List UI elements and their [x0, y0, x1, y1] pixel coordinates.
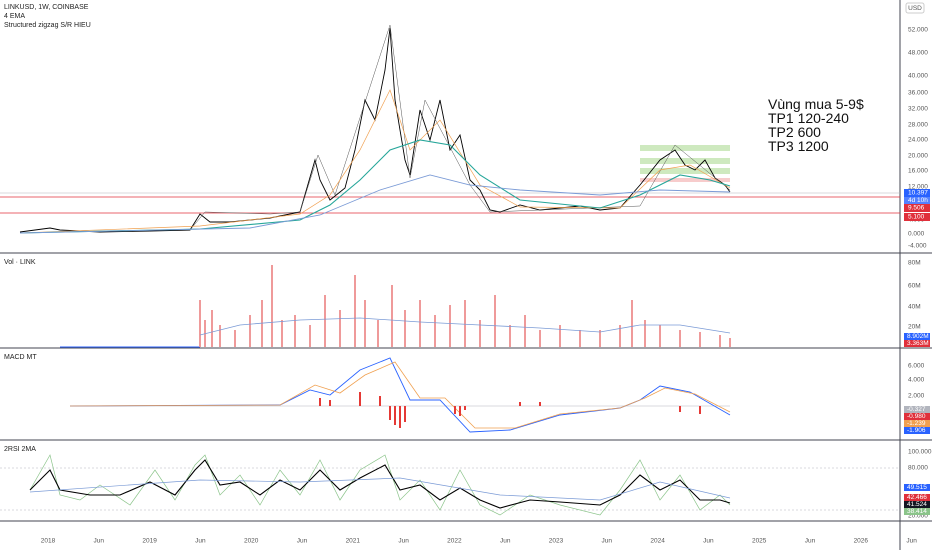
symbol[interactable]: LINKUSD, 1W, COINBASE	[4, 4, 89, 11]
marker: -0.980	[907, 413, 926, 420]
marker-box	[904, 413, 930, 420]
annotation: TP1 120-240	[768, 110, 849, 126]
time-axis: 2018 Jun 2019 Jun 2020 Jun 2021 Jun 2022 Jun 2023 J…	[41, 538, 917, 545]
marker-box	[904, 508, 930, 515]
marker-box	[904, 420, 930, 427]
marker-box	[904, 494, 930, 501]
time-label: Jun	[297, 538, 308, 545]
level: 5.100	[908, 214, 925, 221]
axis-label: 52.000	[908, 27, 928, 34]
annotation: Vùng mua 5-9$	[768, 96, 864, 112]
axis-label: 0.000	[908, 231, 925, 238]
price-axis: 52.000 48.000 40.000 36.000 32.000 28.00…	[904, 27, 930, 250]
time-label: Jun	[703, 538, 714, 545]
marker-box	[904, 204, 930, 212]
axis-label: 20M	[908, 324, 921, 331]
axis-label: 40.000	[908, 73, 928, 80]
time-label: 2019	[142, 538, 157, 545]
marker-box	[904, 197, 930, 204]
marker: 42.466	[907, 494, 927, 501]
last-price: 10.397	[908, 190, 928, 197]
axis-label: 12.000	[908, 184, 928, 191]
marker: -1.906	[907, 427, 926, 434]
axis-label: 100.000	[908, 449, 932, 456]
marker: 41.524	[907, 501, 927, 508]
axis-label: 16.000	[908, 168, 928, 175]
axis-label: 4.000	[908, 377, 925, 384]
axis-label: 40M	[908, 304, 921, 311]
marker: 49.515	[907, 484, 927, 491]
time-label: Jun	[398, 538, 409, 545]
axis-label: 20.000	[908, 153, 928, 160]
marker-box	[904, 501, 930, 508]
marker: -1.239	[907, 420, 926, 427]
time-label: Jun	[94, 538, 105, 545]
time-label: 2022	[447, 538, 462, 545]
currency[interactable]: USD	[908, 5, 922, 12]
axis-label: 24.000	[908, 137, 928, 144]
marker-box	[904, 189, 930, 197]
marker: 8.902M	[907, 333, 929, 340]
time-label: Jun	[195, 538, 206, 545]
axis-label: 48.000	[908, 50, 928, 57]
axis-label: 36.000	[908, 90, 928, 97]
marker-box	[904, 406, 930, 413]
marker-box	[904, 213, 930, 221]
axis-label: 28.000	[908, 122, 928, 129]
indicator[interactable]: 4 EMA	[4, 13, 25, 20]
macd-drawings	[69, 357, 731, 433]
time-label: Jun	[500, 538, 511, 545]
axis-label: 2.000	[908, 393, 925, 400]
axis-label: -4.000	[908, 243, 927, 250]
axis-label: 80.000	[908, 465, 928, 472]
time-label: 2020	[244, 538, 259, 545]
rsi-drawings	[0, 454, 900, 516]
axis-label: 32.000	[908, 106, 928, 113]
annotation: TP2 600	[768, 124, 821, 140]
time-label: 2018	[41, 538, 56, 545]
marker-box	[904, 333, 930, 340]
indicator[interactable]: Structured zigzag S/R HIEU	[4, 22, 91, 29]
volume-drawings	[60, 265, 731, 348]
axis-label: 6.000	[908, 363, 925, 370]
axis-label: 80M	[908, 260, 921, 267]
time-label: 2026	[854, 538, 869, 545]
time-label: Jun	[805, 538, 816, 545]
currency-button[interactable]	[905, 2, 925, 14]
countdown: 4d 10h	[908, 197, 928, 204]
marker-box	[904, 484, 930, 491]
marker: 38.414	[907, 508, 927, 515]
marker: 3.363M	[907, 340, 929, 347]
marker-box	[904, 340, 930, 347]
annotation: TP3 1200	[768, 138, 829, 154]
time-label: 2025	[752, 538, 767, 545]
time-label: Jun	[906, 538, 917, 545]
marker-box	[904, 427, 930, 434]
level: 9.506	[908, 205, 925, 212]
marker: -0.327	[907, 406, 926, 413]
time-label: Jun	[602, 538, 613, 545]
pane-label: MACD MT	[4, 354, 37, 361]
time-label: 2021	[346, 538, 361, 545]
pane-label: 2RSI 2MA	[4, 446, 36, 453]
time-label: 2023	[549, 538, 564, 545]
axis-label: 60M	[908, 283, 921, 290]
time-label: 2024	[650, 538, 665, 545]
pane-label: Vol · LINK	[4, 259, 36, 266]
axis-label: 20.000	[908, 513, 928, 520]
price-drawings	[0, 24, 900, 234]
